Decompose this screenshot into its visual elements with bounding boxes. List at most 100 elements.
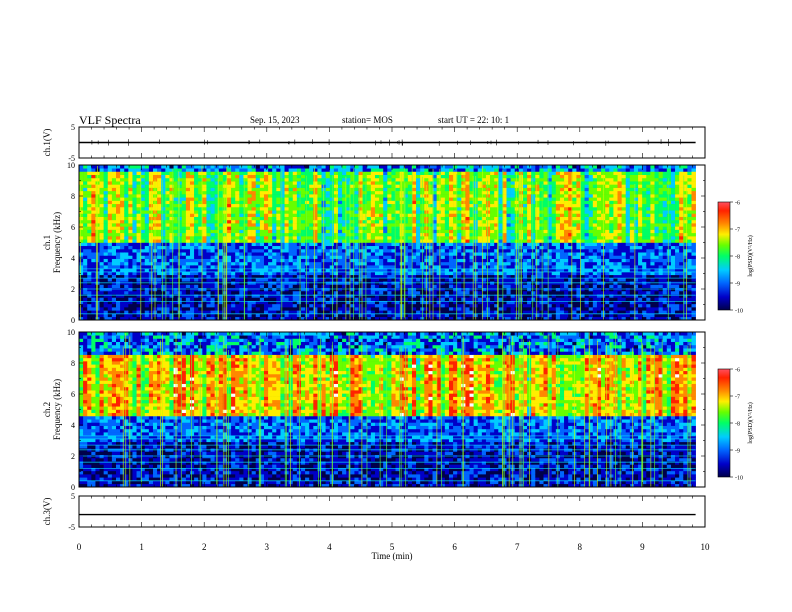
- spectrogram-cell: [285, 265, 289, 269]
- spectrogram-cell: [116, 188, 120, 192]
- spectrogram-cell: [276, 294, 280, 298]
- spectrogram-cell: [100, 230, 104, 234]
- spectrogram-cell: [301, 217, 305, 221]
- spectrogram-cell: [317, 294, 321, 298]
- spectrogram-cell: [202, 243, 206, 247]
- spectrogram-cell: [174, 207, 178, 211]
- spectrogram-cell: [441, 288, 445, 292]
- spectrogram-cell: [313, 307, 317, 311]
- spectrogram-cell: [297, 310, 301, 314]
- spectrogram-cell: [169, 265, 173, 269]
- spectrogram-cell: [91, 210, 95, 214]
- spectrogram-cell: [100, 194, 104, 198]
- spectrogram-cell: [272, 262, 276, 266]
- spectrogram-cell: [465, 249, 469, 253]
- spectrogram-cell: [202, 175, 206, 179]
- spectrogram-cell: [478, 262, 482, 266]
- spectrogram-cell: [449, 226, 453, 230]
- spectrogram-cell: [289, 191, 293, 195]
- spectrogram-cell: [280, 197, 284, 201]
- spectrogram-cell: [112, 197, 116, 201]
- spectrogram-cell: [297, 249, 301, 253]
- spectrogram-cell: [264, 246, 268, 250]
- spectrogram-cell: [313, 194, 317, 198]
- spectrogram-cell: [186, 226, 190, 230]
- spectrogram-cell: [276, 191, 280, 195]
- spectrogram-cell: [301, 307, 305, 311]
- spectrogram-cell: [264, 204, 268, 208]
- spectrogram-cell: [120, 210, 124, 214]
- spectrogram-cell: [408, 304, 412, 308]
- spectrogram-cell: [276, 184, 280, 188]
- spectrogram-cell: [441, 175, 445, 179]
- spectrogram-cell: [149, 259, 153, 263]
- spectrogram-cell: [260, 297, 264, 301]
- spectrogram-cell: [367, 262, 371, 266]
- spectrogram-cell: [227, 171, 231, 175]
- spectrogram-cell: [252, 262, 256, 266]
- spectrogram-cell: [145, 188, 149, 192]
- spectrogram-cell: [132, 207, 136, 211]
- spectrogram-cell: [227, 291, 231, 295]
- spectrogram-cell: [227, 310, 231, 314]
- spectrogram-cell: [169, 236, 173, 240]
- spectrogram-cell: [490, 210, 494, 214]
- spectrogram-cell: [137, 165, 141, 169]
- spectrogram-cell: [309, 171, 313, 175]
- spectrogram-cell: [317, 181, 321, 185]
- spectrogram-cell: [396, 307, 400, 311]
- spectrogram-cell: [120, 175, 124, 179]
- spectrogram-cell: [383, 220, 387, 224]
- spectrogram-cell: [338, 188, 342, 192]
- spectrogram-cell: [112, 249, 116, 253]
- spectrogram-cell: [457, 217, 461, 221]
- spectrogram-cell: [190, 243, 194, 247]
- spectrogram-cell: [206, 207, 210, 211]
- spectrogram-cell: [252, 168, 256, 172]
- spectrogram-cell: [408, 294, 412, 298]
- spectrogram-cell: [293, 239, 297, 243]
- spectrogram-cell: [457, 171, 461, 175]
- spectrogram-cell: [260, 252, 264, 256]
- spectrogram-cell: [91, 178, 95, 182]
- spectrogram-cell: [396, 178, 400, 182]
- spectrogram-cell: [457, 249, 461, 253]
- spectrogram-cell: [379, 255, 383, 259]
- spectrogram-cell: [100, 252, 104, 256]
- spectrogram-cell: [231, 184, 235, 188]
- spectrogram-cell: [367, 184, 371, 188]
- spectrogram-cell: [227, 304, 231, 308]
- spectrogram-cell: [276, 178, 280, 182]
- spectrogram-cell: [305, 217, 309, 221]
- spectrogram-cell: [375, 178, 379, 182]
- spectrogram-cell: [354, 252, 358, 256]
- spectrogram-cell: [330, 201, 334, 205]
- spectrogram-cell: [490, 223, 494, 227]
- spectrogram-cell: [91, 259, 95, 263]
- spectrogram-cell: [132, 178, 136, 182]
- spectrogram-cell: [416, 210, 420, 214]
- spectrogram-cell: [87, 307, 91, 311]
- spectrogram-cell: [264, 236, 268, 240]
- spectrogram-cell: [145, 310, 149, 314]
- spectrogram-cell: [186, 252, 190, 256]
- spectrogram-cell: [256, 307, 260, 311]
- spectrogram-cell: [79, 213, 83, 217]
- spectrogram-cell: [326, 226, 330, 230]
- spectrogram-cell: [494, 188, 498, 192]
- spectrogram-cell: [83, 236, 87, 240]
- spectrogram-cell: [91, 165, 95, 169]
- spectrogram-cell: [157, 194, 161, 198]
- spectrogram-cell: [371, 249, 375, 253]
- spectrogram-cell: [375, 191, 379, 195]
- spectrogram-cell: [264, 291, 268, 295]
- spectrogram-cell: [367, 207, 371, 211]
- spectrogram-cell: [100, 297, 104, 301]
- spectrogram-cell: [428, 233, 432, 237]
- spectrogram-cell: [235, 230, 239, 234]
- spectrogram-cell: [437, 236, 441, 240]
- spectrogram-cell: [293, 178, 297, 182]
- spectrogram-cell: [445, 175, 449, 179]
- spectrogram-cell: [317, 191, 321, 195]
- spectrogram-cell: [416, 184, 420, 188]
